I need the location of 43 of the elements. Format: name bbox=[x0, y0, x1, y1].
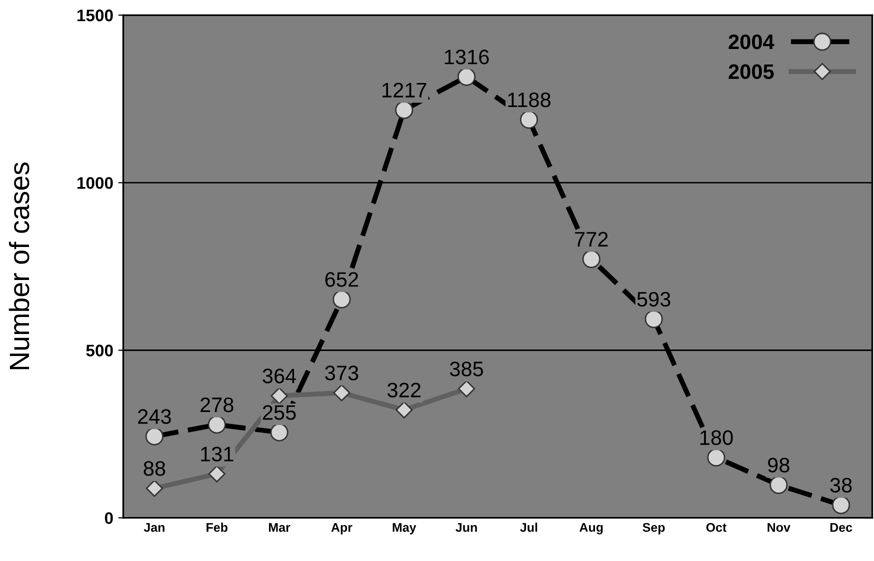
y-tick-label: 1000 bbox=[77, 177, 113, 189]
data-label: 1217 bbox=[382, 82, 426, 98]
data-label: 88 bbox=[144, 461, 166, 476]
point bbox=[270, 387, 288, 404]
x-tick-label: Apr bbox=[331, 523, 352, 534]
y-tick-label: 1500 bbox=[77, 10, 113, 22]
x-tick-label: Dec bbox=[830, 523, 852, 532]
x-tick-label: Oct bbox=[706, 522, 726, 532]
point bbox=[333, 384, 350, 402]
data-label: 180 bbox=[700, 430, 733, 446]
point bbox=[208, 465, 226, 482]
data-label: 38 bbox=[830, 478, 852, 493]
data-label: 243 bbox=[138, 409, 171, 424]
data-label: 278 bbox=[200, 397, 234, 412]
x-tick-label: Nov bbox=[768, 523, 790, 532]
x-tick-label: Jul bbox=[520, 522, 538, 532]
data-label: 373 bbox=[325, 366, 358, 380]
data-label: 131 bbox=[201, 446, 234, 462]
x-tick-label: Sep bbox=[642, 522, 665, 534]
data-label: 364 bbox=[262, 368, 296, 384]
x-tick-label: Aug bbox=[580, 523, 603, 534]
x-tick-label: Feb bbox=[206, 522, 228, 532]
y-axis-title: Number of cases bbox=[8, 162, 30, 370]
point bbox=[396, 401, 413, 418]
data-label: 1188 bbox=[508, 92, 550, 108]
data-label: 772 bbox=[575, 232, 608, 246]
data-label: 1316 bbox=[444, 50, 489, 64]
point bbox=[146, 480, 163, 497]
data-label: 255 bbox=[262, 405, 296, 420]
y-tick-label: 0 bbox=[104, 512, 113, 524]
legend-label: 2005 bbox=[728, 64, 774, 80]
x-tick-label: May bbox=[392, 523, 416, 534]
data-label: 652 bbox=[325, 272, 358, 287]
data-label: 322 bbox=[388, 382, 420, 398]
point bbox=[458, 380, 476, 398]
x-tick-label: Mar bbox=[269, 523, 290, 532]
legend-label: 2004 bbox=[728, 34, 774, 50]
data-label: 385 bbox=[450, 362, 484, 376]
x-tick-label: Jun bbox=[456, 523, 477, 532]
y-tick-label: 500 bbox=[86, 344, 113, 356]
data-label: 593 bbox=[637, 292, 670, 307]
x-tick-label: Jan bbox=[144, 523, 164, 532]
data-label: 98 bbox=[768, 458, 790, 473]
